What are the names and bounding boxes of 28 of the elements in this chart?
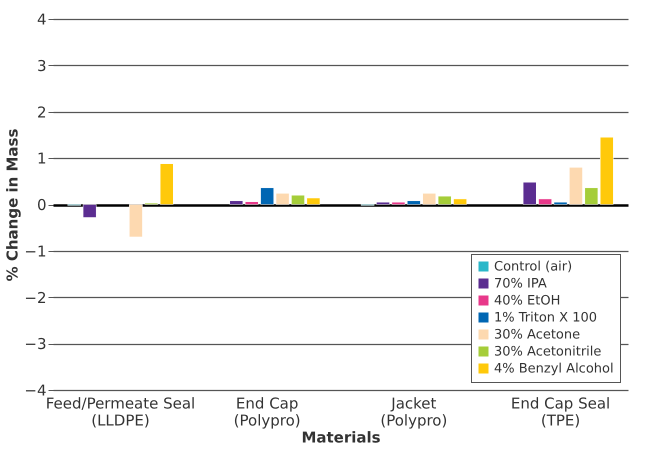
- legend-label: Control (air): [494, 260, 572, 274]
- y-axis-title: % Change in Mass: [3, 128, 22, 282]
- bar: [600, 137, 614, 205]
- bar: [160, 163, 174, 205]
- legend-label: 30% Acetone: [494, 328, 580, 342]
- y-tick-label: 3: [36, 56, 46, 75]
- legend-label: 4% Benzyl Alcohol: [494, 362, 614, 376]
- x-tick-label: Feed/Permeate Seal (LLDPE): [46, 394, 196, 430]
- y-tick-label: −4: [24, 382, 46, 400]
- y-tick-label: 2: [36, 103, 46, 122]
- y-tick-label: 1: [36, 150, 46, 168]
- y-tick-label: −2: [24, 288, 46, 307]
- bar: [82, 204, 96, 218]
- x-tick-label: End Cap Seal (TPE): [510, 394, 610, 430]
- bar: [422, 193, 436, 205]
- legend-label: 1% Triton X 100: [494, 310, 598, 326]
- legend-label: 30% Acetonitrile: [494, 344, 602, 360]
- x-tick-label: End Cap (Polypro): [234, 394, 301, 430]
- y-tick-label: 0: [36, 196, 46, 214]
- legend-label: 70% IPA: [494, 276, 547, 292]
- x-tick-label: Jacket (Polypro): [380, 394, 448, 430]
- bar: [244, 201, 259, 205]
- y-tick-label: 4: [36, 10, 46, 28]
- legend-label: 40% EtOH: [494, 294, 560, 308]
- y-tick-label: −1: [24, 242, 46, 260]
- x-axis-title: Materials: [301, 428, 381, 446]
- y-tick-label: −3: [24, 335, 46, 354]
- bar: [230, 200, 244, 205]
